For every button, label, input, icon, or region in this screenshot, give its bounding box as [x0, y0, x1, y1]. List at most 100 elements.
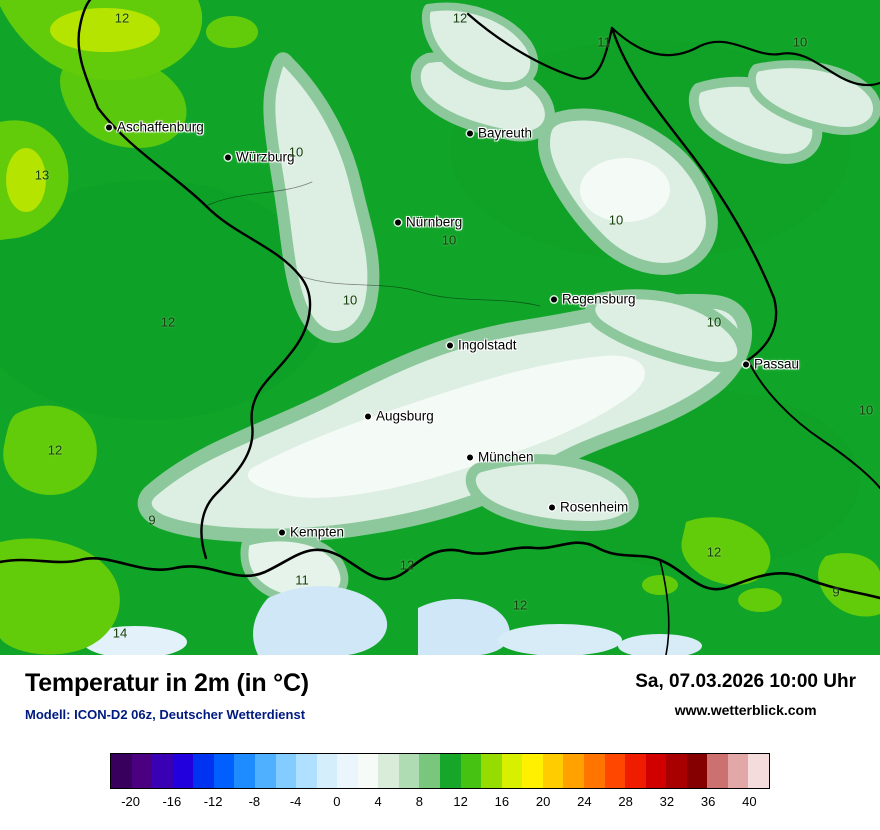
- city-dot: [395, 219, 401, 225]
- city-marker-augsburg: Augsburg: [365, 409, 434, 424]
- legend-segment: [337, 754, 358, 788]
- temperature-value-label: 11: [597, 34, 611, 50]
- legend-segment: [460, 754, 482, 788]
- legend-segment: [748, 754, 769, 788]
- temperature-value-label: 10: [858, 402, 874, 418]
- temperature-value-label: 12: [160, 314, 176, 330]
- map-footer: Temperatur in 2m (in °C) Modell: ICON-D2…: [0, 655, 880, 830]
- legend-tick: 4: [374, 794, 382, 809]
- legend-segment: [542, 754, 564, 788]
- page-title: Temperatur in 2m (in °C): [25, 669, 309, 697]
- city-marker-regensburg: Regensburg: [551, 292, 636, 307]
- forecast-datetime: Sa, 07.03.2026 10:00 Uhr: [635, 671, 856, 692]
- legend-segment: [563, 754, 584, 788]
- map-overlays: Aschaffenburg Würzburg Bayreuth Nürnberg Reg…: [34, 10, 874, 641]
- city-marker-kempten: Kempten: [279, 525, 344, 540]
- legend-segment: [686, 754, 708, 788]
- border-lines: [0, 0, 880, 655]
- legend-segment: [111, 754, 132, 788]
- city-dot: [225, 154, 231, 160]
- city-label: München: [478, 449, 534, 465]
- legend-colorbar: [110, 753, 770, 789]
- legend-segment: [707, 754, 728, 788]
- legend-tick: 20: [535, 794, 551, 809]
- legend-tick: 32: [659, 794, 675, 809]
- temperature-value-label: 13: [34, 167, 50, 183]
- city-label: Kempten: [290, 524, 345, 540]
- valley-regions: [0, 586, 702, 655]
- city-label: Rosenheim: [560, 499, 629, 515]
- legend-tick: 36: [700, 794, 716, 809]
- temperature-value-label: 12: [114, 10, 130, 26]
- city-label: Nürnberg: [406, 214, 463, 230]
- city-marker-aschaffenburg: Aschaffenburg: [106, 120, 204, 135]
- legend-segment: [604, 754, 626, 788]
- legend-segment: [234, 754, 255, 788]
- legend-segment: [213, 754, 235, 788]
- temperature-value-label: 10: [792, 34, 808, 50]
- temperature-value-label: 9: [148, 512, 156, 528]
- temperature-value-label: 10: [441, 232, 457, 248]
- temperature-value-label: 14: [112, 625, 128, 641]
- temperature-legend: -20 -16 -12 -8 -4 0 4 8 12 16 20 24 28 32 36 40: [110, 753, 770, 812]
- city-marker-bayreuth: Bayreuth: [467, 126, 532, 141]
- legend-segment: [645, 754, 667, 788]
- legend-segment: [152, 754, 173, 788]
- temperature-value-label: 12: [706, 544, 722, 560]
- legend-segment: [275, 754, 297, 788]
- city-marker-ingolstadt: Ingolstadt: [447, 338, 517, 353]
- website-label: www.wetterblick.com: [674, 702, 817, 718]
- city-dot: [467, 454, 473, 460]
- legend-tick: -20: [121, 794, 141, 809]
- temperature-value-label: 12: [399, 557, 415, 573]
- legend-tick: 24: [577, 794, 592, 809]
- temperature-value-label: 9: [832, 584, 840, 600]
- legend-segment: [254, 754, 276, 788]
- city-label: Passau: [754, 356, 800, 372]
- city-dot: [467, 130, 473, 136]
- temperature-value-label: 12: [47, 442, 63, 458]
- city-label: Bayreuth: [478, 125, 533, 141]
- temperature-value-label: 10: [342, 292, 358, 308]
- weather-map: Aschaffenburg Würzburg Bayreuth Nürnberg Reg…: [0, 0, 880, 655]
- city-dot: [106, 124, 112, 130]
- legend-segment: [440, 754, 461, 788]
- city-marker-m-nchen: München: [467, 450, 534, 465]
- legend-tick: -12: [203, 794, 223, 809]
- temperature-value-label: 12: [452, 10, 468, 26]
- city-dot: [743, 361, 749, 367]
- legend-segment: [357, 754, 379, 788]
- temperature-value-label: 10: [288, 144, 304, 160]
- legend-tick: 0: [333, 794, 341, 809]
- city-label: Würzburg: [236, 149, 295, 165]
- city-label: Ingolstadt: [458, 337, 517, 353]
- legend-tick: -16: [162, 794, 182, 809]
- city-marker-passau: Passau: [743, 357, 799, 372]
- city-label: Augsburg: [376, 408, 434, 424]
- legend-tick: 28: [618, 794, 633, 809]
- city-dot: [549, 504, 555, 510]
- legend-segment: [727, 754, 749, 788]
- model-info: Modell: ICON-D2 06z, Deutscher Wetterdie…: [25, 707, 306, 722]
- legend-segment: [501, 754, 523, 788]
- legend-tick: 8: [415, 794, 423, 809]
- legend-segment: [131, 754, 153, 788]
- city-dot: [365, 413, 371, 419]
- city-dot: [551, 296, 557, 302]
- temperature-value-label: 12: [512, 597, 528, 613]
- legend-tick: -4: [289, 794, 302, 809]
- city-marker-n-rnberg: Nürnberg: [395, 215, 462, 230]
- city-marker-w-rzburg: Würzburg: [225, 150, 295, 165]
- legend-segment: [172, 754, 194, 788]
- legend-tick: 40: [742, 794, 757, 809]
- legend-segment: [666, 754, 687, 788]
- legend-tick: 16: [494, 794, 510, 809]
- city-marker-rosenheim: Rosenheim: [549, 500, 628, 515]
- city-label: Aschaffenburg: [117, 119, 204, 135]
- legend-tick: -8: [248, 794, 261, 809]
- legend-segment: [378, 754, 399, 788]
- temperature-value-label: 10: [706, 314, 722, 330]
- city-dot: [447, 342, 453, 348]
- legend-segment: [398, 754, 420, 788]
- legend-segment: [296, 754, 317, 788]
